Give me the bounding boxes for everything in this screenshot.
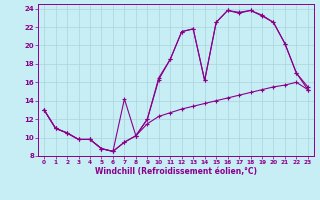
X-axis label: Windchill (Refroidissement éolien,°C): Windchill (Refroidissement éolien,°C) xyxy=(95,167,257,176)
